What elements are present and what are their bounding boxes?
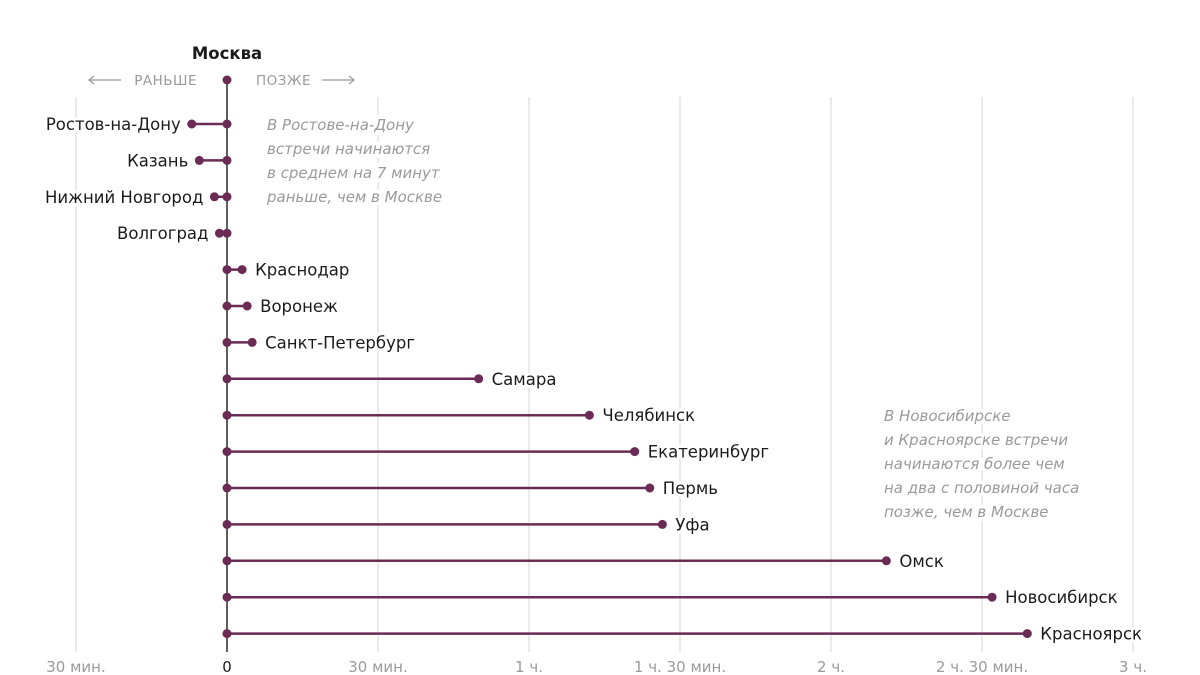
lollipop-base-dot: [222, 228, 232, 238]
annotation-line: и Красноярске встречи: [884, 431, 1068, 449]
lollipop-base-dot: [222, 337, 232, 347]
annotation-line: В Новосибирске: [884, 407, 1011, 425]
direction-earlier-label: РАНЬШЕ: [134, 73, 197, 89]
lollipop-end-dot: [242, 301, 252, 311]
lollipop-base-dot: [222, 592, 232, 602]
x-tick-label: 30 мин.: [46, 658, 106, 675]
chart-title: Москва: [192, 44, 262, 63]
city-label: Краснодар: [255, 261, 349, 280]
lollipop-base-dot: [222, 192, 232, 202]
x-tick-label: 0: [222, 658, 232, 675]
x-axis-ticks: 30 мин. 0 30 мин. 1 ч. 1 ч. 30 мин. 2 ч. 2 ч. …: [46, 658, 1147, 675]
lollipop-base-dot: [222, 301, 232, 311]
lollipop-base-dot: [222, 265, 232, 275]
city-label: Красноярск: [1040, 625, 1142, 644]
city-label: Омск: [899, 552, 944, 571]
city-label: Уфа: [675, 515, 709, 534]
direction-indicator: РАНЬШЕ ПОЗЖЕ: [88, 73, 355, 89]
annotation-line: в среднем на 7 минут: [267, 164, 441, 182]
arrow-left-icon: [88, 75, 121, 85]
annotations: В Ростове-на-Дону встречи начинаются в сре…: [262, 112, 1083, 525]
lollipop-base-dot: [222, 556, 232, 566]
city-label: Воронеж: [260, 297, 338, 316]
lollipop-base-dot: [222, 629, 232, 639]
city-label: Пермь: [663, 479, 718, 498]
lollipop-end-dot: [214, 228, 224, 238]
annotation-line: начинаются более чем: [884, 455, 1065, 473]
x-tick-label: 2 ч. 30 мин.: [936, 658, 1028, 675]
city-label: Нижний Новгород: [45, 188, 203, 207]
lollipop-base-dot: [222, 519, 232, 529]
city-label: Казань: [127, 151, 188, 170]
annotation-line: встречи начинаются: [267, 140, 430, 158]
lollipop-end-dot: [645, 483, 655, 493]
city-label: Екатеринбург: [648, 443, 769, 462]
lollipop-base-dot: [222, 447, 232, 457]
lollipop-base-dot: [222, 155, 232, 165]
lollipop-end-dot: [237, 265, 247, 275]
x-tick-label: 2 ч.: [817, 658, 845, 675]
lollipop-end-dot: [584, 410, 594, 420]
lollipop-end-dot: [630, 447, 640, 457]
arrow-right-icon: [322, 75, 355, 85]
annotation-line: позже, чем в Москве: [884, 503, 1049, 521]
lollipop-end-dot: [187, 119, 197, 129]
city-label: Санкт-Петербург: [265, 333, 415, 352]
lollipop-end-dot: [209, 192, 219, 202]
city-label: Самара: [492, 370, 557, 389]
lollipop-end-dot: [881, 556, 891, 566]
annotation-line: на два с половиной часа: [884, 479, 1079, 497]
moscow-dot: [222, 75, 232, 85]
lollipop-base-dot: [222, 483, 232, 493]
lollipop-base-dot: [222, 410, 232, 420]
lollipop-base-dot: [222, 119, 232, 129]
city-label: Волгоград: [117, 224, 208, 243]
x-tick-label: 30 мин.: [348, 658, 408, 675]
annotation-line: раньше, чем в Москве: [266, 188, 442, 206]
lollipop-base-dot: [222, 374, 232, 384]
gridlines: [75, 97, 1134, 652]
lollipop-end-dot: [474, 374, 484, 384]
city-label: Челябинск: [602, 406, 695, 425]
city-label: Новосибирск: [1005, 588, 1118, 607]
lollipop-end-dot: [1022, 629, 1032, 639]
annotation-line: В Ростове-на-Дону: [267, 116, 415, 134]
city-label: Ростов-на-Дону: [46, 115, 181, 134]
direction-later-label: ПОЗЖЕ: [256, 73, 311, 89]
lollipop-end-dot: [657, 519, 667, 529]
x-tick-label: 1 ч.: [515, 658, 543, 675]
data-marks: Ростов-на-Дону Казань Нижний Новгород Волго…: [42, 75, 1145, 652]
x-tick-label: 3 ч.: [1119, 658, 1147, 675]
x-tick-label: 1 ч. 30 мин.: [634, 658, 726, 675]
lollipop-end-dot: [247, 337, 257, 347]
lollipop-end-dot: [987, 592, 997, 602]
lollipop-end-dot: [194, 155, 204, 165]
